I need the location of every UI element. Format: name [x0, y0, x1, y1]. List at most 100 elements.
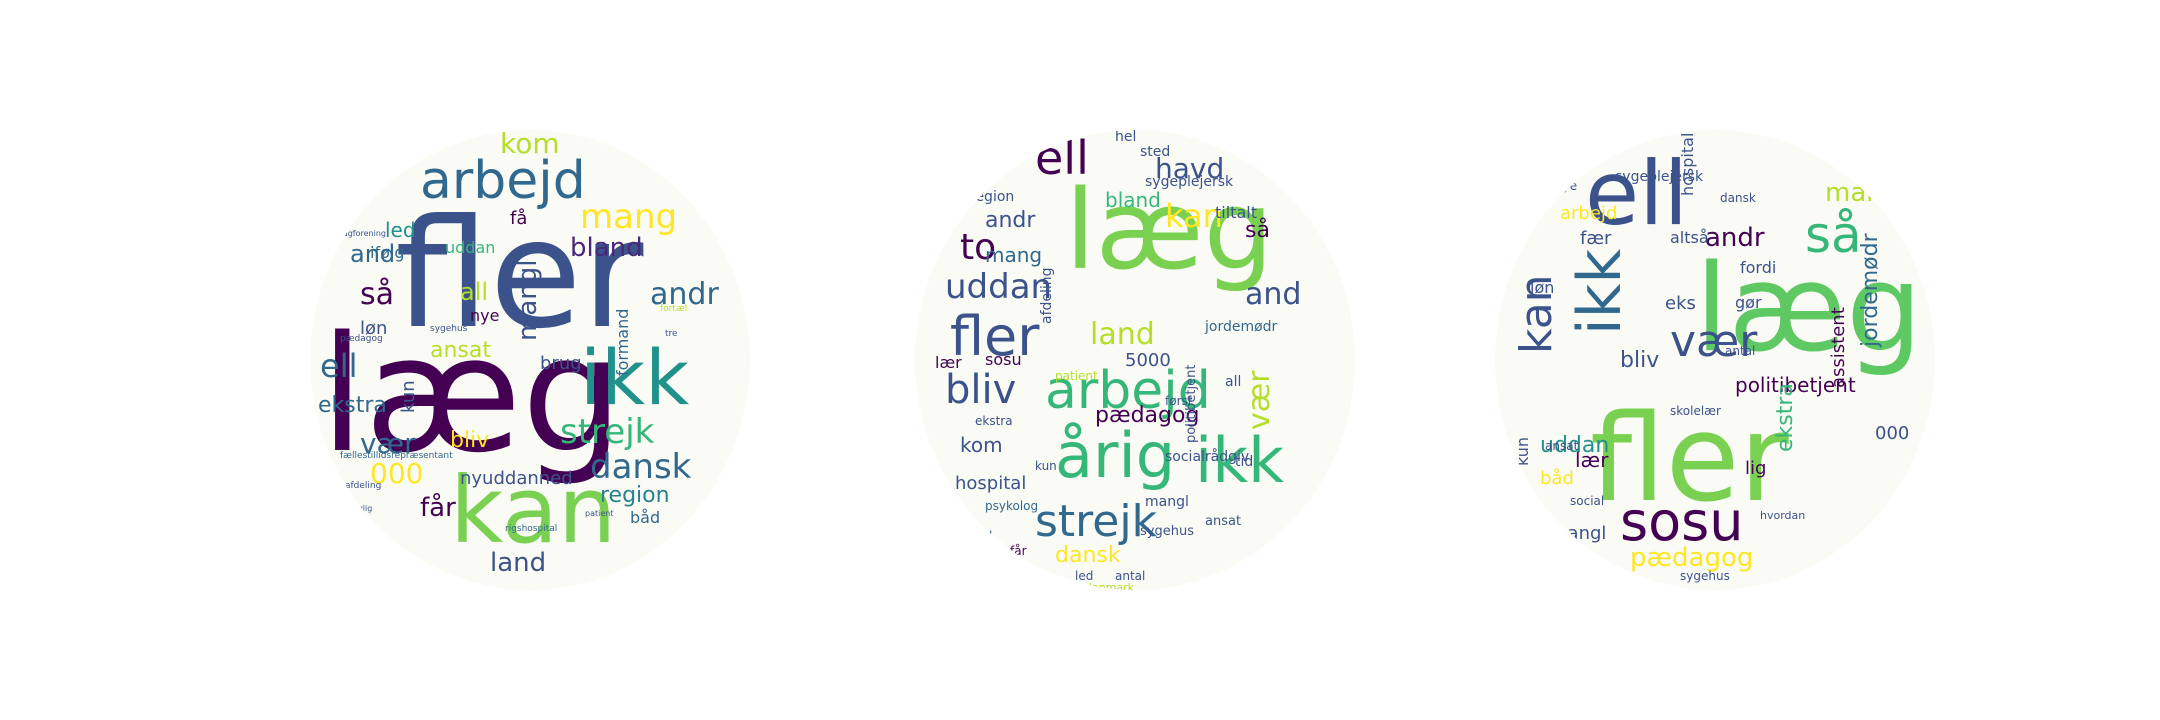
cloud-3-word: assistent	[1828, 307, 1849, 388]
cloud-2-word: vær	[1242, 370, 1277, 430]
cloud-2-word: mangl	[1145, 494, 1189, 510]
cloud-2-word: ell	[1035, 131, 1089, 185]
cloud-3-word: gør	[1735, 293, 1762, 312]
cloud-1-word: land	[490, 548, 547, 578]
cloud-3-word: altså	[1670, 228, 1709, 247]
cloud-1-word: fortæl	[660, 304, 688, 314]
cloud-2-word: kan	[1165, 197, 1223, 235]
cloud-2-word: uddan	[945, 267, 1053, 307]
cloud-3-word: arbejd	[1560, 203, 1618, 224]
cloud-3-word: sosu	[1620, 490, 1744, 553]
cloud-2-word: psykolog	[985, 499, 1039, 513]
cloud-1-word: bland	[570, 233, 643, 263]
cloud-3-word: mang	[1825, 178, 1900, 208]
cloud-2-word: hospital	[955, 473, 1027, 494]
cloud-1-word: får	[420, 493, 456, 523]
cloud-1-word: and	[350, 240, 396, 268]
cloud-3-word: pædagog	[1630, 543, 1754, 573]
cloud-1-word: uddan	[445, 238, 496, 257]
cloud-3-word: kom	[1585, 130, 1624, 149]
cloud-3-word: ansat	[1545, 439, 1579, 453]
cloud-1-word: arbejd	[420, 151, 586, 211]
cloud-3-word: all	[1570, 553, 1592, 574]
cloud-2-word: antal	[1115, 569, 1146, 583]
cloud-3-word: hospital	[1678, 132, 1697, 196]
cloud-1-word: tre	[665, 329, 678, 339]
cloud-3-word: politibetjent	[1735, 373, 1856, 397]
cloud-1-word: mangl	[513, 259, 543, 341]
word-cloud-2: læg arbejd fler årig ikk strejk ell uddan bliv to…	[915, 130, 1355, 590]
cloud-2-word: socialrådgiv	[1165, 449, 1250, 465]
cloud-3-word: skolelær	[1670, 404, 1721, 418]
cloud-3-word: bliv	[1620, 348, 1660, 373]
cloud-2-word: jordemødr	[1205, 319, 1278, 335]
cloud-2-word: bliv	[945, 367, 1017, 413]
cloud-2-word: sid	[975, 529, 993, 543]
cloud-3-word: ikk	[1565, 248, 1635, 335]
cloud-2-word: tiltalt	[1215, 203, 1257, 222]
cloud-2-word: land	[1090, 317, 1155, 352]
cloud-1-word: 000	[370, 457, 424, 490]
cloud-3-word: hvordan	[1760, 509, 1806, 522]
cloud-1-word: led	[385, 218, 416, 242]
cloud-3-word: læg	[1695, 240, 1923, 379]
cloud-1-word: nye	[470, 306, 500, 325]
cloud-1-word: rigshospital	[505, 524, 558, 534]
cloud-1-word: ifølg	[370, 243, 405, 262]
cloud-2-word: and	[1245, 277, 1302, 312]
cloud-1-word: nyuddanned	[460, 468, 573, 489]
cloud-2-word: fler	[950, 305, 1040, 368]
cloud-2-word: all	[1225, 374, 1242, 390]
cloud-3-word: social	[1570, 494, 1605, 508]
cloud-1-word: all	[460, 278, 489, 306]
cloud-2-word: læg	[1065, 166, 1274, 294]
cloud-2-word: sted	[1140, 144, 1171, 160]
cloud-1-word: faglig	[350, 504, 373, 513]
cloud-1-word: kan	[450, 457, 617, 564]
cloud-1-word: få	[510, 208, 528, 229]
cloud-3-word: kun	[1513, 436, 1532, 466]
cloud-2-word: sygeplejersk	[1145, 174, 1234, 190]
cloud-3-word: jordemødr	[1858, 233, 1883, 347]
cloud-3-word: lær	[1575, 448, 1609, 472]
cloud-2-word: ansat	[1205, 514, 1242, 529]
cloud-2-word: så	[1245, 218, 1270, 243]
cloud-1-word: formand	[613, 308, 632, 376]
cloud-3-word: fordi	[1740, 258, 1777, 277]
word-cloud-3: læg fler ell ikk kan så vær sosu pædagog mang andr…	[1495, 130, 1935, 590]
cloud-3-word: antal	[1725, 344, 1756, 358]
cloud-3-word: fær	[1580, 228, 1612, 249]
cloud-2-word: patient	[1055, 369, 1098, 383]
cloud-1-word: region	[600, 483, 670, 508]
cloud-1-word: patient	[585, 509, 614, 518]
cloud-3-word: 000	[1875, 423, 1910, 444]
cloud-1-word: ikk	[580, 333, 690, 422]
cloud-2-word: kun	[1035, 459, 1057, 473]
cloud-1-word: fler	[395, 188, 644, 362]
cloud-3-word: vær	[1670, 316, 1758, 367]
cloud-2-word: ekstra	[975, 414, 1013, 428]
cloud-2-word: mang	[985, 243, 1043, 267]
cloud-1-word: bliv	[450, 428, 490, 453]
cloud-3-word: lig	[1745, 458, 1767, 479]
cloud-2-word: strejk	[1035, 496, 1158, 547]
cloud-1-word: så	[360, 277, 395, 312]
cloud-2-word: afdeling	[1039, 267, 1055, 324]
cloud-1-word: strejk	[560, 412, 655, 452]
cloud-1-word: fagforening	[340, 229, 386, 238]
cloud-3-word: løn	[1530, 278, 1555, 297]
cloud-2-word: hel	[1115, 130, 1137, 145]
cloud-2-word: bland	[1105, 188, 1161, 212]
cloud-2-word: ikk	[1195, 424, 1285, 497]
cloud-3-word: sygehus	[1680, 569, 1730, 583]
cloud-3-word: eks	[1665, 293, 1696, 314]
cloud-3-word: fler	[1590, 390, 1789, 529]
cloud-1-word: pædagog	[340, 334, 383, 344]
cloud-3-word: båd	[1540, 468, 1574, 489]
cloud-2-word: årig	[1055, 419, 1176, 492]
cloud-1-word: ekstra	[318, 393, 387, 418]
cloud-3-word: mangl	[1550, 523, 1607, 544]
cloud-3-word: andr	[1705, 223, 1765, 253]
cloud-1-word: læg	[320, 301, 624, 488]
cloud-3-word: uddan	[1540, 433, 1610, 458]
